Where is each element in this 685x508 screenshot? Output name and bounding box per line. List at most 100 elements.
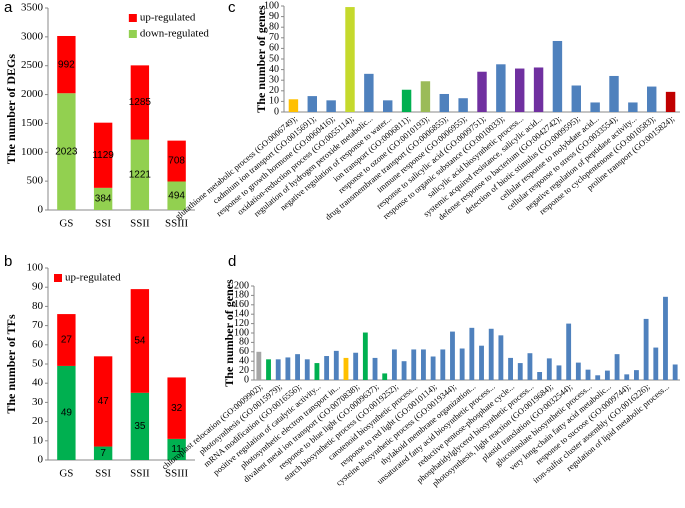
value-label: 35 [134,421,146,432]
bar [421,349,426,380]
y-tick-label: 120 [234,318,249,329]
bar-segment [93,356,113,447]
y-tick-label: 100 [234,327,249,338]
panel-label: c [228,0,236,16]
bar-segment [167,438,186,460]
bar [469,327,475,380]
bar [527,353,533,380]
bar [498,335,504,380]
y-axis-label: The number of genes [222,279,236,387]
bar-segment [167,181,186,210]
bar [515,68,525,112]
y-tick-label: 50 [32,358,44,370]
bar [477,71,487,112]
bar-segment [130,65,150,140]
bar [665,91,676,112]
bar [672,364,678,380]
bar [343,357,349,380]
bar [663,296,668,380]
value-label: 384 [95,194,112,205]
bar [537,372,543,380]
x-tick-label: SSIII [165,468,189,480]
y-axis-label: The number of genes [254,5,268,113]
bar [609,75,619,112]
bar-segment [167,377,186,439]
y-tick-label: 80 [239,337,249,348]
bar [517,363,523,380]
panel-label: a [4,0,13,16]
bar [401,89,412,112]
y-tick-label: 2500 [21,59,44,71]
x-tick-label: GS [59,218,73,230]
bar [624,374,630,380]
bar [383,100,393,112]
y-tick-label: 0 [38,454,44,466]
bar [401,361,407,380]
bar-segment [130,289,150,393]
value-label: 32 [171,403,183,414]
bar [362,332,368,380]
bar-segment [167,140,186,182]
bar [324,356,330,380]
y-tick-label: 40 [239,355,249,366]
bar [634,370,639,380]
value-label: 494 [168,190,185,201]
bar [459,348,465,380]
bar [590,102,600,112]
bar-segment [93,122,113,188]
y-tick-label: 200 [234,280,249,291]
y-tick-label: 3500 [21,2,44,14]
y-tick-label: 0 [244,374,249,385]
x-tick-label: GS [59,468,73,480]
bar [643,318,649,380]
bar-segment [57,365,76,460]
bar [275,359,281,380]
y-tick-label: 100 [27,262,44,274]
bar [533,67,544,112]
bar [458,98,468,112]
bar [628,102,638,112]
bar [496,64,506,112]
bar-segment [57,35,76,94]
bar [552,40,563,113]
bar-segment [93,187,113,210]
y-tick-label: 10 [269,96,279,107]
bar [285,357,291,380]
y-tick-label: 30 [32,396,44,408]
value-label: 54 [134,336,146,347]
y-tick-label: 30 [269,74,279,85]
y-tick-label: 60 [32,338,44,350]
y-tick-label: 20 [239,365,249,376]
y-tick-label: 140 [234,308,249,319]
y-tick-label: 10 [32,434,44,446]
bar [647,86,657,112]
value-label: 1221 [129,169,152,180]
bar [307,96,317,112]
panel-label: d [228,253,236,270]
bar [440,349,446,380]
bar-segment [130,392,150,460]
bar-segment [93,446,113,460]
bar [314,363,320,380]
bar [479,345,484,380]
bar [333,350,339,380]
bar [566,323,572,380]
y-tick-label: 70 [269,32,279,43]
legend-swatch [54,274,62,282]
value-label: 992 [58,59,75,70]
bar [288,99,299,112]
bar [391,349,397,380]
y-tick-label: 1000 [21,146,44,158]
y-tick-label: 500 [27,175,44,187]
x-tick-label: SSIII [165,218,189,230]
bar [295,354,300,380]
bar [575,362,581,380]
y-tick-label: 40 [32,377,44,389]
bar [439,93,449,112]
legend-label: down-regulated [140,28,210,40]
value-label: 708 [168,156,185,167]
x-tick-label: SSII [130,218,150,230]
value-label: 1285 [129,97,152,108]
value-label: 49 [61,408,73,419]
